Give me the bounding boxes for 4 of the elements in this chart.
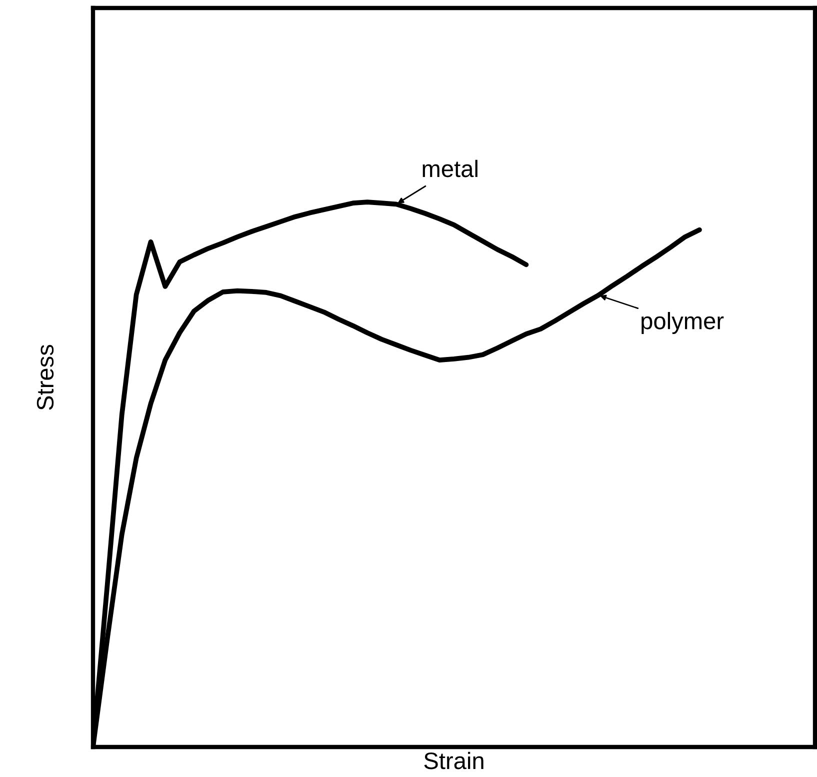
legend-label: polymer: [642, 312, 724, 334]
series-label: metal: [422, 160, 478, 178]
y-axis-title: Stress: [36, 344, 54, 410]
x-axis-title: Strain: [424, 752, 484, 770]
